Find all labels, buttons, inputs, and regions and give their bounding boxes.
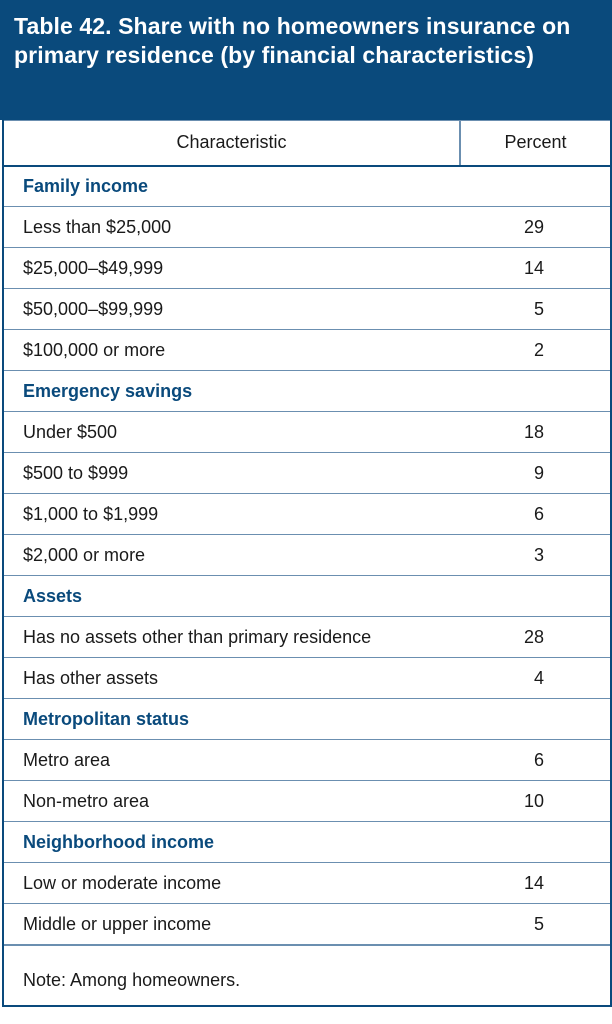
section-heading: Emergency savings [4, 370, 610, 412]
table-row: $50,000–$99,999 5 [4, 288, 610, 330]
row-label: Under $500 [4, 411, 460, 453]
section-row-neighborhood-income: Neighborhood income [4, 821, 610, 863]
row-value: 2 [460, 329, 610, 371]
table-header-row: Characteristic Percent [4, 120, 610, 167]
row-value: 3 [460, 534, 610, 576]
section-row-family-income: Family income [4, 165, 610, 207]
row-value: 18 [460, 411, 610, 453]
table-row: $500 to $999 9 [4, 452, 610, 494]
row-label: Has other assets [4, 657, 460, 699]
row-value: 6 [460, 493, 610, 535]
row-value: 28 [460, 616, 610, 658]
section-heading: Assets [4, 575, 610, 617]
section-row-emergency-savings: Emergency savings [4, 370, 610, 412]
table-row: $25,000–$49,999 14 [4, 247, 610, 289]
table-row: $100,000 or more 2 [4, 329, 610, 371]
table-row: Low or moderate income 14 [4, 862, 610, 904]
row-value: 29 [460, 206, 610, 248]
row-value: 9 [460, 452, 610, 494]
table-row: $2,000 or more 3 [4, 534, 610, 576]
table-note: Note: Among homeowners. [4, 945, 610, 1005]
row-value: 14 [460, 247, 610, 289]
section-heading: Neighborhood income [4, 821, 610, 863]
row-value: 5 [460, 903, 610, 945]
row-label: Has no assets other than primary residen… [4, 616, 460, 658]
row-label: Non-metro area [4, 780, 460, 822]
table-title-bar: Table 42. Share with no homeowners insur… [0, 0, 612, 120]
row-label: $2,000 or more [4, 534, 460, 576]
section-row-metropolitan-status: Metropolitan status [4, 698, 610, 740]
table-row: Metro area 6 [4, 739, 610, 781]
row-label: $50,000–$99,999 [4, 288, 460, 330]
row-label: $1,000 to $1,999 [4, 493, 460, 535]
row-label: Middle or upper income [4, 903, 460, 945]
row-label: Less than $25,000 [4, 206, 460, 248]
table-row: Has other assets 4 [4, 657, 610, 699]
table-row: Has no assets other than primary residen… [4, 616, 610, 658]
row-value: 6 [460, 739, 610, 781]
section-heading: Metropolitan status [4, 698, 610, 740]
row-value: 14 [460, 862, 610, 904]
row-label: $25,000–$49,999 [4, 247, 460, 289]
table-row: Middle or upper income 5 [4, 903, 610, 945]
row-value: 5 [460, 288, 610, 330]
row-label: $500 to $999 [4, 452, 460, 494]
table-row: Less than $25,000 29 [4, 206, 610, 248]
table-row: $1,000 to $1,999 6 [4, 493, 610, 535]
column-header-characteristic: Characteristic [4, 120, 461, 167]
data-table: Characteristic Percent Family income Les… [4, 120, 610, 945]
row-label: Metro area [4, 739, 460, 781]
row-label: Low or moderate income [4, 862, 460, 904]
section-row-assets: Assets [4, 575, 610, 617]
table-row: Under $500 18 [4, 411, 610, 453]
column-header-percent: Percent [460, 120, 610, 167]
data-table-frame: Characteristic Percent Family income Les… [2, 120, 612, 1007]
row-label: $100,000 or more [4, 329, 460, 371]
row-value: 10 [460, 780, 610, 822]
row-value: 4 [460, 657, 610, 699]
table-row: Non-metro area 10 [4, 780, 610, 822]
table-title: Table 42. Share with no homeowners insur… [14, 13, 571, 68]
section-heading: Family income [4, 165, 610, 207]
